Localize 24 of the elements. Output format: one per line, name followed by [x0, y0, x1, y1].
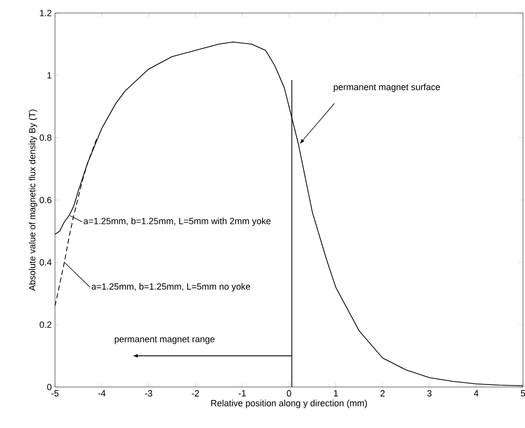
x-tick-label: 4 — [474, 390, 478, 396]
x-axis-title: Relative position along y direction (mm) — [211, 400, 367, 408]
annotation: a=1.25mm, b=1.25mm, L=5mm with 2mm yoke — [84, 218, 271, 226]
x-tick-label: 0 — [286, 390, 292, 397]
x-tick-label: -4 — [98, 390, 106, 396]
y-tick-label: 0.2 — [40, 321, 52, 328]
y-tick-label: 1.2 — [40, 10, 52, 16]
y-tick-label: 0.8 — [40, 134, 52, 141]
x-tick-label: -3 — [145, 390, 152, 397]
x-tick-label: 3 — [427, 390, 432, 397]
annotation: permanent magnet surface — [334, 84, 440, 92]
y-axis-title: Absolute value of magnetic flux density By (T) — [28, 110, 38, 291]
y-tick-label: 0 — [47, 384, 52, 390]
x-tick-label: -2 — [192, 390, 199, 396]
annotation: a=1.25mm, b=1.25mm, L=5mm no yoke — [92, 283, 250, 292]
y-tick-label: 0.6 — [40, 196, 52, 204]
x-tick-label: 5 — [520, 390, 525, 396]
annotation: permanent magnet range — [114, 336, 215, 344]
x-tick-label: 1 — [334, 390, 338, 396]
y-tick-label: 0.4 — [40, 259, 52, 266]
x-tick-label: -1 — [238, 390, 246, 396]
x-tick-label: -5 — [51, 390, 59, 396]
y-tick-label: 1 — [48, 72, 52, 78]
x-tick-label: 2 — [380, 390, 385, 396]
